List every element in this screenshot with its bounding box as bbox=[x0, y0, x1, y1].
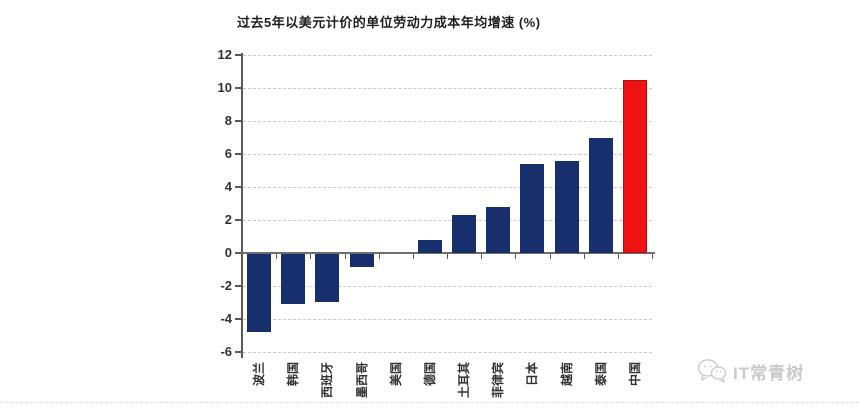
y-axis-line bbox=[241, 53, 243, 358]
x-axis-label: 西班牙 bbox=[320, 362, 335, 399]
x-axis-tick bbox=[515, 254, 517, 259]
x-axis-label: 德国 bbox=[422, 362, 437, 387]
gridline bbox=[243, 187, 652, 188]
x-axis-tick bbox=[617, 254, 619, 259]
y-axis-label: -4 bbox=[220, 311, 232, 326]
y-axis-label: 6 bbox=[224, 146, 232, 161]
y-axis-tick bbox=[235, 252, 241, 254]
y-axis-label: -2 bbox=[220, 278, 232, 293]
x-axis-tick bbox=[378, 254, 380, 259]
y-axis-label: 4 bbox=[224, 179, 232, 194]
y-axis-label: 0 bbox=[224, 245, 232, 260]
bar bbox=[554, 160, 579, 253]
y-axis-tick bbox=[235, 351, 241, 353]
y-axis-tick bbox=[235, 54, 241, 56]
y-axis-tick bbox=[235, 285, 241, 287]
y-axis-label: 2 bbox=[224, 212, 232, 227]
bar bbox=[315, 254, 340, 302]
wechat-icon bbox=[697, 359, 727, 383]
y-axis-label: 12 bbox=[217, 47, 232, 62]
y-axis-tick bbox=[235, 318, 241, 320]
x-axis-tick bbox=[242, 254, 243, 259]
x-axis-label: 墨西哥 bbox=[354, 362, 369, 399]
bar bbox=[486, 206, 511, 253]
x-axis-tick bbox=[412, 254, 414, 259]
x-axis-tick bbox=[310, 254, 312, 259]
gridline bbox=[243, 319, 652, 320]
x-axis-tick bbox=[549, 254, 551, 259]
chart-title: 过去5年以美元计价的单位劳动力成本年均增速 (%) bbox=[237, 15, 541, 30]
gridline bbox=[243, 352, 652, 353]
bottom-border-line bbox=[0, 402, 859, 403]
bar bbox=[247, 254, 272, 332]
x-axis-tick bbox=[276, 254, 278, 259]
bar bbox=[281, 254, 306, 304]
gridline bbox=[243, 154, 652, 155]
x-axis-tick bbox=[344, 254, 346, 259]
x-axis-label: 韩国 bbox=[286, 362, 301, 387]
bar bbox=[417, 239, 442, 253]
x-axis-label: 中国 bbox=[627, 362, 642, 387]
x-axis-label: 土耳其 bbox=[457, 362, 472, 399]
y-axis-label: 8 bbox=[224, 113, 232, 128]
bar bbox=[452, 215, 477, 253]
gridline bbox=[243, 55, 652, 56]
x-axis-label: 日本 bbox=[525, 362, 540, 387]
y-axis-tick bbox=[235, 153, 241, 155]
watermark-text: IT常青树 bbox=[733, 363, 805, 383]
y-axis-tick bbox=[235, 120, 241, 122]
gridline bbox=[243, 286, 652, 287]
y-axis-label: -6 bbox=[220, 344, 232, 359]
x-axis-tick bbox=[652, 254, 653, 259]
x-axis-tick bbox=[481, 254, 483, 259]
zero-line bbox=[241, 252, 655, 254]
y-axis-tick bbox=[235, 87, 241, 89]
x-axis-label: 波兰 bbox=[252, 362, 267, 387]
bar bbox=[349, 254, 374, 268]
gridline bbox=[243, 88, 652, 89]
x-axis-tick bbox=[447, 254, 448, 259]
y-axis-tick bbox=[235, 219, 241, 221]
x-axis-label: 美国 bbox=[388, 362, 403, 387]
bar bbox=[588, 137, 613, 253]
gridline bbox=[243, 121, 652, 122]
x-axis-label: 菲律宾 bbox=[491, 362, 506, 399]
y-axis-label: 10 bbox=[217, 80, 232, 95]
watermark: IT常青树 bbox=[697, 358, 804, 384]
x-axis-label: 越南 bbox=[559, 362, 574, 387]
x-axis-label: 泰国 bbox=[593, 362, 608, 387]
y-axis-tick bbox=[235, 186, 241, 188]
bar bbox=[622, 79, 647, 253]
x-axis-tick bbox=[583, 254, 585, 259]
gridline bbox=[243, 220, 652, 221]
bar bbox=[520, 163, 545, 253]
